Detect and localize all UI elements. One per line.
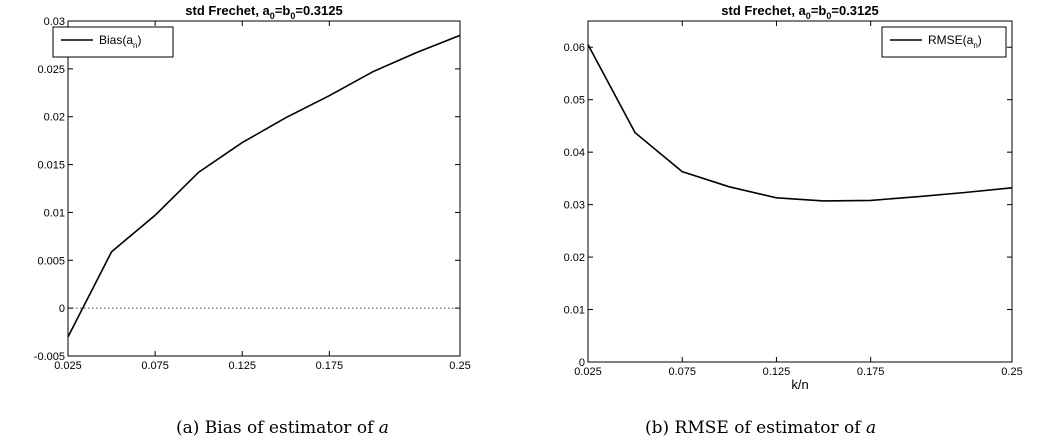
x-tick-label: 0.075 <box>141 360 169 372</box>
y-tick-label: 0.03 <box>44 16 65 28</box>
x-tick-label: 0.25 <box>449 360 470 372</box>
axes-box <box>587 20 1013 363</box>
y-tick-label: 0.01 <box>44 207 65 219</box>
chart-title: std Frechet, a0=b0=0.3125 <box>185 3 342 21</box>
legend: Bias(an) <box>52 26 174 58</box>
y-tick-label: -0.005 <box>34 351 65 363</box>
series-line-0 <box>67 34 461 338</box>
x-tick-label: 0.025 <box>54 360 82 372</box>
legend: RMSE(an) <box>881 26 1007 58</box>
axes-box <box>67 20 461 357</box>
x-tick-label: 0.25 <box>1001 366 1022 378</box>
y-tick-label: 0.06 <box>564 42 585 54</box>
chart-bias: -0.005 0 0.005 0.01 0.015 0.02 0.025 0.03 0.025 0… <box>34 3 471 372</box>
legend-box <box>52 26 174 58</box>
y-tick-label: 0.015 <box>37 160 65 172</box>
x-tick-label: 0.175 <box>857 366 885 378</box>
y-tick-label: 0.02 <box>44 112 65 124</box>
series-line-0 <box>587 44 1013 202</box>
legend-box <box>881 26 1007 58</box>
legend-label: RMSE(an) <box>928 33 982 50</box>
y-tick-label: 0 <box>579 357 585 369</box>
y-tick-label: 0.03 <box>564 200 585 212</box>
legend-label: Bias(an) <box>99 33 141 50</box>
y-tick-label: 0.025 <box>37 64 65 76</box>
y-tick-label: 0.01 <box>564 305 585 317</box>
x-tick-label: 0.025 <box>574 366 602 378</box>
x-tick-label: 0.125 <box>228 360 256 372</box>
x-tick-label: 0.075 <box>668 366 696 378</box>
caption-a-text: (a) Bias of estimator of <box>176 418 379 438</box>
chart-title: std Frechet, a0=b0=0.3125 <box>721 3 878 21</box>
caption-a-var: a <box>378 418 389 438</box>
x-axis-label: k/n <box>791 377 808 392</box>
caption-a: (a) Bias of estimator of a <box>176 418 389 438</box>
y-tick-label: 0.05 <box>564 95 585 107</box>
caption-b: (b) RMSE of estimator of a <box>645 418 876 438</box>
x-tick-label: 0.125 <box>763 366 791 378</box>
chart-rmse: 0 0.01 0.02 0.03 0.04 0.05 0.06 0.025 0.075 0.125… <box>564 3 1023 392</box>
y-tick-label: 0 <box>59 303 65 315</box>
y-tick-label: 0.04 <box>564 147 585 159</box>
caption-b-var: a <box>865 418 877 438</box>
x-tick-label: 0.175 <box>316 360 344 372</box>
y-tick-label: 0.005 <box>37 255 65 267</box>
y-tick-label: 0.02 <box>564 252 585 264</box>
caption-b-text: (b) RMSE of estimator of <box>645 418 866 438</box>
